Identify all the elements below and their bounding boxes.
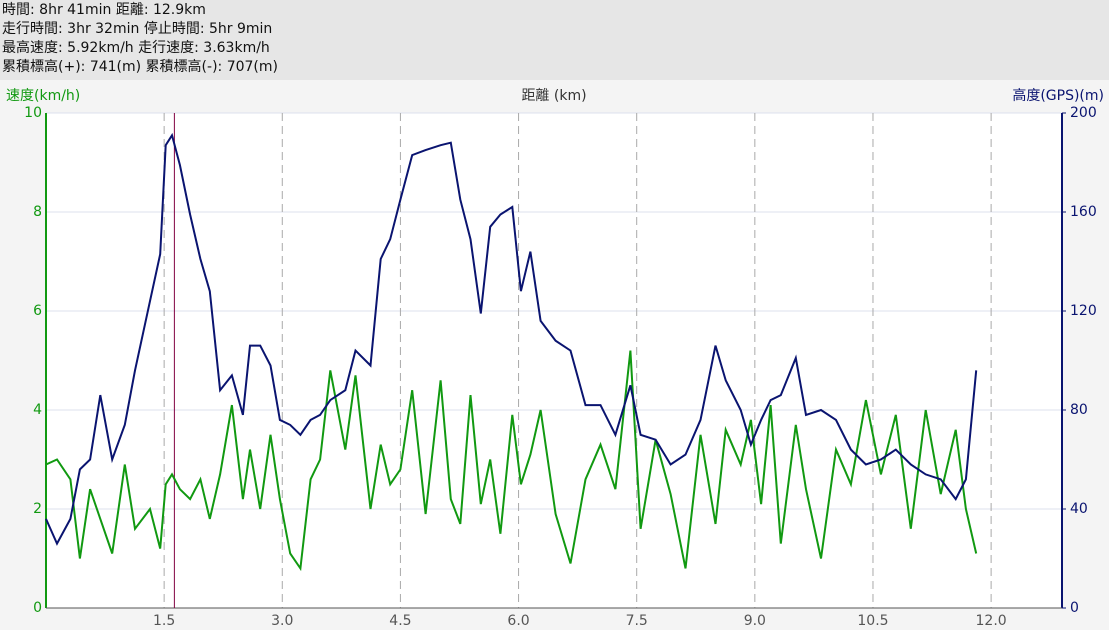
- x-tick-label: 3.0: [271, 613, 293, 629]
- y2-tick-label: 80: [1070, 402, 1088, 418]
- x-tick-label: 4.5: [389, 613, 411, 629]
- x-tick-label: 7.5: [626, 613, 648, 629]
- y2-tick-label: 200: [1070, 105, 1097, 121]
- y2-axis-label: 高度(GPS)(m): [1012, 87, 1104, 104]
- y2-tick-label: 160: [1070, 204, 1097, 220]
- summary-line: 累積標高(+): 741(m) 累積標高(-): 707(m): [2, 58, 278, 75]
- series-line: [45, 132, 978, 546]
- summary-panel: [0, 0, 1109, 80]
- x-tick-label: 1.5: [153, 613, 175, 629]
- x-tick-label: 9.0: [744, 613, 766, 629]
- y-tick-label: 8: [33, 204, 42, 220]
- summary-line: 最高速度: 5.92km/h 走行速度: 3.63km/h: [2, 39, 270, 56]
- y2-tick-label: 0: [1070, 600, 1079, 616]
- y-tick-label: 2: [33, 501, 42, 517]
- y-axis-label: 速度(km/h): [6, 88, 80, 104]
- x-tick-label: 10.5: [857, 613, 888, 629]
- x-axis-label: 距離 (km): [521, 87, 586, 104]
- series-line: [45, 350, 978, 572]
- y-tick-label: 0: [33, 600, 42, 616]
- x-tick-label: 12.0: [976, 613, 1007, 629]
- summary-line: 走行時間: 3hr 32min 停止時間: 5hr 9min: [2, 20, 272, 37]
- summary-line: 時間: 8hr 41min 距離: 12.9km: [2, 1, 206, 18]
- y-tick-label: 6: [33, 303, 42, 319]
- y-tick-label: 4: [33, 402, 42, 418]
- y-tick-label: 10: [24, 105, 42, 121]
- y2-tick-label: 40: [1070, 501, 1088, 517]
- x-tick-label: 6.0: [507, 613, 529, 629]
- plot-area: [46, 113, 1062, 608]
- y2-tick-label: 120: [1070, 303, 1097, 319]
